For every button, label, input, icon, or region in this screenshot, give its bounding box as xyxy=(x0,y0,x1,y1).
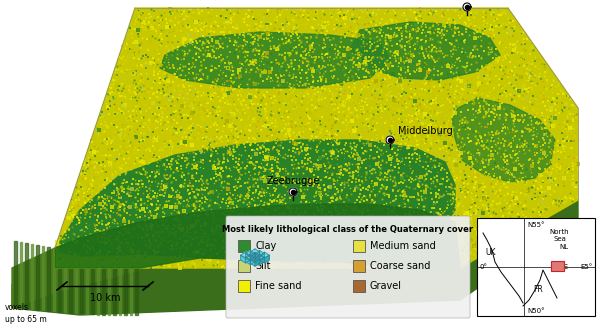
Polygon shape xyxy=(260,252,269,258)
Text: E5°: E5° xyxy=(581,264,593,270)
Polygon shape xyxy=(245,255,250,263)
Polygon shape xyxy=(12,200,578,315)
FancyBboxPatch shape xyxy=(226,216,470,318)
Polygon shape xyxy=(463,3,471,11)
Text: 10 km: 10 km xyxy=(90,293,120,303)
Polygon shape xyxy=(260,254,265,261)
Polygon shape xyxy=(260,257,265,265)
Text: UK: UK xyxy=(486,248,496,257)
Polygon shape xyxy=(250,255,255,263)
Polygon shape xyxy=(25,243,28,309)
Text: N55°: N55° xyxy=(527,222,545,228)
Text: Most likely lithological class of the Quaternary cover: Most likely lithological class of the Qu… xyxy=(223,225,473,234)
Polygon shape xyxy=(250,252,255,260)
Text: Silt: Silt xyxy=(255,261,271,271)
Polygon shape xyxy=(135,262,137,315)
Text: Clay: Clay xyxy=(255,241,276,251)
Polygon shape xyxy=(80,252,83,313)
Bar xyxy=(238,240,250,252)
Polygon shape xyxy=(255,257,260,265)
Polygon shape xyxy=(250,254,255,261)
Polygon shape xyxy=(289,188,297,196)
Polygon shape xyxy=(245,254,255,260)
Polygon shape xyxy=(12,248,140,308)
Bar xyxy=(238,280,250,292)
Polygon shape xyxy=(41,246,44,310)
Polygon shape xyxy=(255,254,260,261)
Polygon shape xyxy=(124,260,127,315)
Polygon shape xyxy=(250,257,255,265)
Polygon shape xyxy=(250,259,255,266)
Polygon shape xyxy=(107,258,110,315)
Polygon shape xyxy=(47,247,49,311)
Polygon shape xyxy=(265,255,269,263)
Bar xyxy=(551,261,565,271)
Polygon shape xyxy=(53,248,55,311)
Polygon shape xyxy=(255,250,265,257)
Text: Gravel: Gravel xyxy=(370,281,402,291)
Text: North
Sea: North Sea xyxy=(550,229,569,242)
Polygon shape xyxy=(386,136,394,144)
Polygon shape xyxy=(102,257,104,315)
Text: 0°: 0° xyxy=(480,264,488,270)
Polygon shape xyxy=(55,204,460,268)
Text: NL: NL xyxy=(560,244,569,250)
Bar xyxy=(353,240,365,252)
Polygon shape xyxy=(250,249,260,255)
Text: Zeebrugge: Zeebrugge xyxy=(266,176,320,186)
Text: Fine sand: Fine sand xyxy=(255,281,302,291)
Bar xyxy=(353,280,365,292)
Text: N50°: N50° xyxy=(527,308,545,314)
Polygon shape xyxy=(255,254,265,260)
Polygon shape xyxy=(36,245,38,310)
Polygon shape xyxy=(31,244,33,309)
Polygon shape xyxy=(245,257,250,265)
Polygon shape xyxy=(130,261,132,315)
Polygon shape xyxy=(241,255,245,263)
Bar xyxy=(477,218,595,316)
Polygon shape xyxy=(241,252,250,258)
Polygon shape xyxy=(69,250,71,313)
Polygon shape xyxy=(260,255,265,263)
Polygon shape xyxy=(97,255,99,315)
Polygon shape xyxy=(255,259,260,266)
Bar xyxy=(353,260,365,272)
Polygon shape xyxy=(113,259,115,315)
Text: FR: FR xyxy=(533,285,543,294)
Bar xyxy=(238,260,250,272)
Polygon shape xyxy=(245,254,250,261)
Polygon shape xyxy=(119,260,121,315)
Polygon shape xyxy=(245,250,255,257)
Polygon shape xyxy=(452,98,555,182)
Text: voxels
up to 65 m
below seabed: voxels up to 65 m below seabed xyxy=(5,303,58,324)
Polygon shape xyxy=(19,242,22,308)
Text: Middelburg: Middelburg xyxy=(398,126,453,136)
Polygon shape xyxy=(74,251,77,313)
Polygon shape xyxy=(14,241,17,308)
Text: Coarse sand: Coarse sand xyxy=(370,261,430,271)
Polygon shape xyxy=(250,252,260,258)
Polygon shape xyxy=(60,140,455,262)
Polygon shape xyxy=(58,249,61,312)
Text: BE: BE xyxy=(560,264,569,270)
Text: Medium sand: Medium sand xyxy=(370,241,436,251)
Polygon shape xyxy=(55,8,578,268)
Polygon shape xyxy=(255,255,260,263)
Polygon shape xyxy=(250,255,260,261)
Polygon shape xyxy=(91,254,94,314)
Polygon shape xyxy=(350,22,500,80)
Polygon shape xyxy=(64,249,66,312)
Polygon shape xyxy=(255,252,260,260)
Polygon shape xyxy=(86,253,88,314)
Polygon shape xyxy=(160,32,390,88)
